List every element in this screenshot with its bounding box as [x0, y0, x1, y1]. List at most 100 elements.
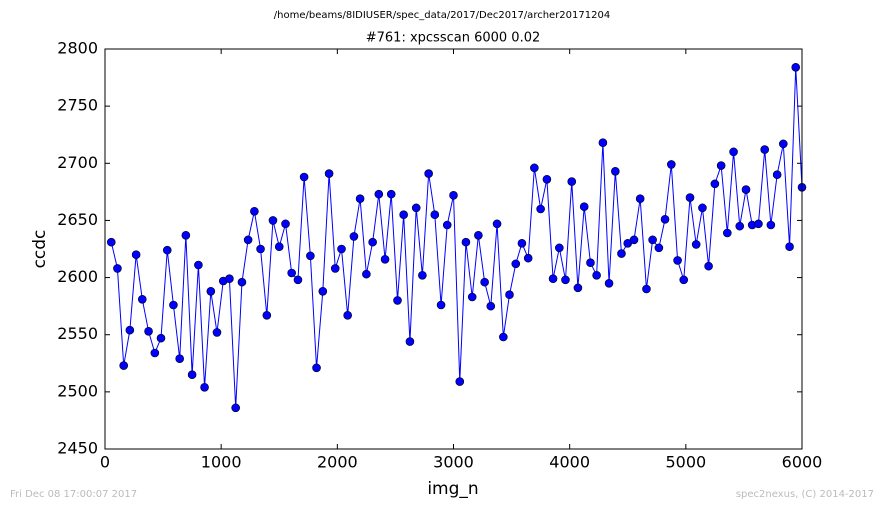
- data-point: [723, 228, 732, 238]
- data-point: [741, 185, 751, 194]
- y-tick-label: 2750: [57, 96, 98, 115]
- data-point: [337, 244, 346, 254]
- data-point: [673, 256, 682, 265]
- data-point: [169, 300, 178, 310]
- data-point: [785, 242, 794, 252]
- data-point: [766, 220, 776, 230]
- data-point: [735, 221, 745, 231]
- data-point: [772, 170, 782, 180]
- data-point: [237, 277, 247, 287]
- data-point: [386, 189, 396, 199]
- data-point: [362, 269, 371, 279]
- data-point: [461, 237, 471, 247]
- data-point: [511, 259, 521, 269]
- data-point: [225, 274, 234, 284]
- data-point: [505, 290, 514, 300]
- y-tick-label: 2500: [57, 381, 98, 400]
- data-point: [162, 245, 172, 255]
- data-point: [243, 235, 253, 245]
- data-point: [411, 203, 421, 213]
- data-point: [467, 292, 477, 302]
- data-point: [330, 264, 340, 273]
- x-tick-label: 0: [100, 453, 110, 472]
- data-point: [642, 284, 651, 294]
- data-point: [144, 326, 153, 336]
- data-point: [175, 354, 184, 364]
- data-point: [368, 237, 377, 247]
- data-point: [704, 261, 713, 271]
- y-tick-label: 2450: [57, 439, 98, 458]
- data-point: [517, 238, 527, 248]
- data-point: [156, 333, 166, 343]
- data-point: [523, 253, 533, 263]
- data-point: [231, 403, 240, 413]
- data-point: [648, 235, 657, 245]
- data-point: [262, 310, 272, 320]
- x-tick-label: 2000: [317, 453, 358, 472]
- data-point: [349, 232, 359, 241]
- data-point: [281, 219, 290, 229]
- data-point: [125, 325, 135, 335]
- data-point: [760, 145, 770, 154]
- data-point: [442, 220, 452, 230]
- y-tick-label: 2800: [57, 39, 98, 58]
- data-point: [555, 243, 564, 253]
- y-tick-label: 2550: [57, 324, 98, 343]
- data-point: [436, 300, 446, 310]
- data-point: [710, 179, 720, 189]
- data-point: [181, 230, 191, 240]
- data-point: [486, 301, 496, 311]
- y-axis-label: ccdc: [30, 230, 50, 269]
- x-tick-label: 6000: [782, 453, 823, 472]
- x-axis-label: img_n: [427, 479, 478, 499]
- data-point: [542, 174, 552, 184]
- data-point: [592, 270, 601, 280]
- data-point: [113, 264, 122, 273]
- data-point: [393, 296, 402, 305]
- data-point: [660, 214, 670, 224]
- data-point: [629, 235, 639, 245]
- data-point: [754, 219, 763, 229]
- data-point: [343, 310, 352, 320]
- data-point: [778, 139, 788, 149]
- x-tick-label: 1000: [201, 453, 242, 472]
- data-point: [137, 294, 147, 304]
- data-point: [598, 138, 608, 148]
- footer-right: spec2nexus, (C) 2014-2017: [736, 489, 874, 500]
- x-tick-label: 3000: [433, 453, 474, 472]
- data-point: [579, 202, 589, 212]
- data-point: [250, 206, 259, 216]
- data-point: [561, 275, 570, 285]
- data-point: [480, 277, 489, 287]
- data-point: [106, 237, 116, 247]
- data-point: [698, 203, 707, 213]
- data-point: [399, 210, 408, 220]
- data-point: [418, 270, 427, 280]
- data-point: [150, 348, 160, 358]
- data-point: [119, 361, 129, 370]
- suptitle: /home/beams/8IDIUSER/spec_data/2017/Dec2…: [274, 10, 610, 21]
- data-point: [492, 219, 502, 229]
- y-tick-label: 2700: [57, 153, 98, 172]
- data-point: [256, 244, 265, 254]
- data-point: [685, 193, 695, 202]
- y-tick-label: 2650: [57, 210, 98, 229]
- data-point: [293, 275, 303, 285]
- chart-title: #761: xpcsscan 6000 0.02: [366, 31, 541, 46]
- data-point: [380, 254, 390, 264]
- data-point: [268, 216, 278, 225]
- data-point: [536, 204, 545, 214]
- data-point: [374, 189, 384, 199]
- y-tick-label: 2600: [57, 267, 98, 286]
- data-point: [187, 370, 197, 380]
- data-point: [455, 377, 465, 386]
- data-point: [449, 190, 458, 200]
- data-point: [604, 278, 614, 288]
- data-point: [791, 62, 801, 72]
- data-point: [548, 274, 558, 284]
- data-point: [405, 337, 415, 346]
- data-point: [206, 286, 216, 296]
- data-point: [318, 286, 328, 296]
